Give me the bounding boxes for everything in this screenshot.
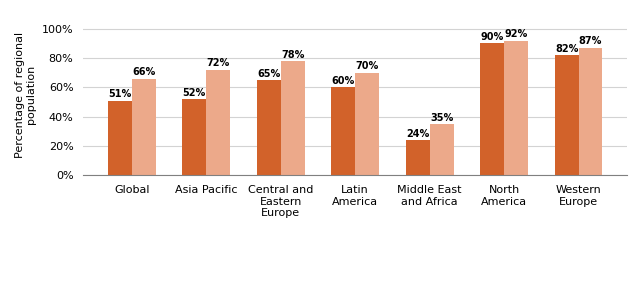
- Bar: [281, 61, 305, 175]
- Text: 60%: 60%: [332, 76, 355, 86]
- Text: 87%: 87%: [579, 37, 602, 46]
- Bar: [406, 140, 429, 175]
- Bar: [481, 44, 504, 175]
- Bar: [132, 79, 156, 175]
- Text: 72%: 72%: [207, 58, 230, 68]
- Text: 24%: 24%: [406, 129, 429, 139]
- Bar: [108, 101, 132, 175]
- Bar: [579, 48, 602, 175]
- Text: 35%: 35%: [430, 113, 453, 123]
- Bar: [182, 99, 206, 175]
- Text: 66%: 66%: [132, 67, 156, 77]
- Text: 51%: 51%: [108, 89, 131, 99]
- Text: 65%: 65%: [257, 69, 280, 79]
- Text: 82%: 82%: [555, 44, 579, 54]
- Bar: [206, 70, 230, 175]
- Text: 70%: 70%: [355, 61, 379, 71]
- Bar: [332, 87, 355, 175]
- Bar: [355, 73, 379, 175]
- Bar: [257, 80, 281, 175]
- Bar: [504, 40, 528, 175]
- Text: 90%: 90%: [481, 32, 504, 42]
- Text: 92%: 92%: [504, 29, 528, 39]
- Y-axis label: Percentage of regional
population: Percentage of regional population: [15, 32, 36, 158]
- Text: 78%: 78%: [281, 50, 305, 60]
- Bar: [555, 55, 579, 175]
- Bar: [429, 124, 454, 175]
- Text: 52%: 52%: [182, 88, 206, 98]
